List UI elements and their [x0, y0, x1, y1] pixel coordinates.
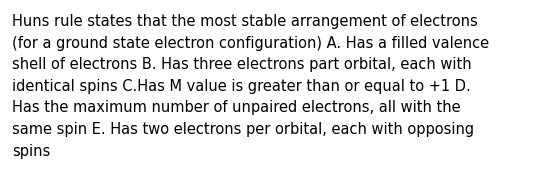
Text: Huns rule states that the most stable arrangement of electrons
(for a ground sta: Huns rule states that the most stable ar…: [12, 14, 489, 159]
